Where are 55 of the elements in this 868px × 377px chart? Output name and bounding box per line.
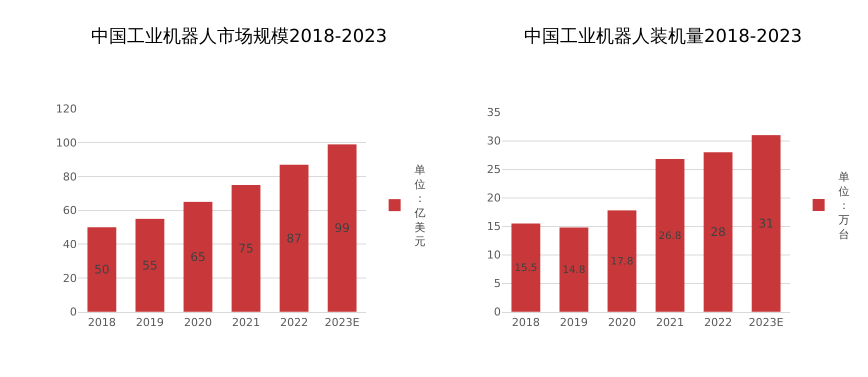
bar: [752, 135, 781, 312]
y-tick-label: 0: [70, 306, 77, 319]
y-tick-label: 60: [62, 204, 77, 218]
legend-label: 单位：亿美元: [414, 164, 426, 248]
x-tick-label: 2020: [608, 316, 636, 330]
x-tick-label: 2023E: [324, 316, 360, 330]
bar: [511, 223, 540, 312]
chart-title: 中国工业机器人市场规模2018-2023: [91, 26, 388, 47]
x-tick-label: 2022: [704, 316, 732, 330]
y-tick-label: 40: [62, 238, 77, 252]
bar: [560, 227, 588, 312]
y-tick-label: 120: [56, 102, 77, 116]
x-tick-label: 2018: [512, 316, 540, 330]
bar: [656, 159, 684, 312]
y-tick-label: 35: [486, 106, 501, 120]
y-tick-label: 15: [486, 220, 501, 234]
data-label: 50: [94, 262, 110, 277]
data-label: 14.8: [562, 264, 586, 276]
x-tick-label: 2022: [280, 316, 308, 330]
x-tick-label: 2018: [88, 316, 116, 330]
data-label: 55: [142, 258, 158, 272]
bar: [280, 164, 308, 312]
data-label: 99: [334, 221, 350, 236]
bar: [87, 227, 116, 312]
x-tick-label: 2020: [184, 316, 212, 330]
y-tick-label: 10: [486, 248, 501, 262]
data-label: 87: [286, 231, 302, 246]
bar: [328, 144, 357, 312]
x-tick-label: 2021: [656, 316, 684, 330]
data-label: 65: [190, 250, 206, 264]
y-tick-label: 25: [486, 163, 501, 176]
y-tick-label: 100: [56, 136, 77, 150]
data-label: 28: [710, 225, 726, 240]
data-label: 75: [238, 241, 254, 256]
legend-label: 单位：万台: [838, 170, 850, 241]
data-label: 26.8: [658, 230, 682, 242]
y-tick-label: 20: [486, 192, 501, 205]
y-tick-label: 80: [62, 170, 77, 184]
chart-title: 中国工业机器人装机量2018-2023: [524, 26, 802, 47]
data-label: 31: [758, 216, 774, 230]
y-tick-label: 0: [494, 306, 501, 319]
y-tick-label: 5: [494, 277, 501, 290]
x-tick-label: 2019: [136, 316, 164, 330]
x-tick-label: 2021: [232, 316, 260, 330]
bar: [704, 152, 732, 312]
data-label: 15.5: [514, 262, 538, 274]
data-label: 17.8: [610, 256, 634, 268]
bar: [232, 184, 260, 312]
y-tick-label: 30: [486, 134, 501, 148]
bar: [184, 202, 212, 312]
x-tick-label: 2023E: [748, 316, 784, 330]
bar: [136, 218, 164, 312]
x-tick-label: 2019: [560, 316, 588, 330]
bar: [608, 210, 636, 312]
y-tick-label: 20: [62, 272, 77, 285]
